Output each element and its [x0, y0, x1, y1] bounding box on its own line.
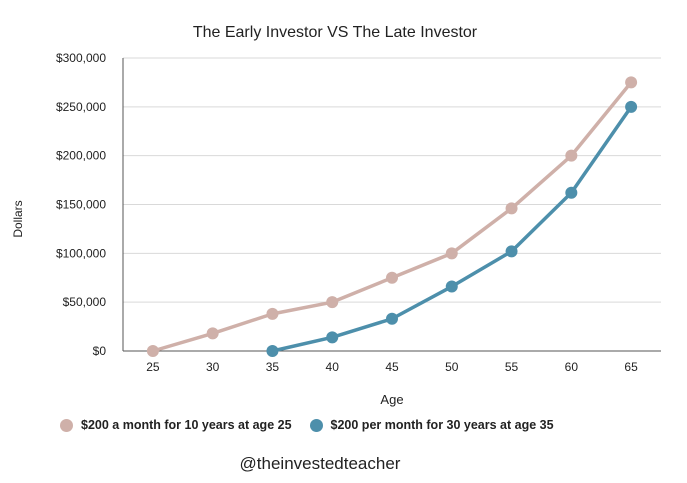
x-tick-label-60: 60: [565, 360, 579, 374]
x-tick-label-35: 35: [266, 360, 280, 374]
y-tick-label-100000: $100,000: [56, 246, 106, 260]
data-point-s1-age-55: [505, 245, 518, 258]
x-tick-label-50: 50: [445, 360, 459, 374]
data-point-s1-age-50: [445, 280, 458, 293]
legend: $200 a month for 10 years at age 25 $200…: [60, 418, 572, 432]
x-tick-label-55: 55: [505, 360, 519, 374]
data-point-s0-age-65: [625, 76, 638, 89]
data-point-s1-age-40: [326, 331, 339, 344]
y-tick-label-250000: $250,000: [56, 100, 106, 114]
y-tick-label-0: $0: [93, 344, 107, 358]
legend-marker-late: [309, 418, 323, 432]
legend-label-early: $200 a month for 10 years at age 25: [81, 418, 292, 432]
data-point-s1-age-45: [386, 312, 398, 325]
y-tick-label-150000: $150,000: [56, 198, 106, 212]
series-line-0: [151, 80, 633, 353]
data-point-s0-age-40: [326, 296, 339, 309]
x-tick-label-25: 25: [146, 360, 160, 374]
y-tick-label-300000: $300,000: [56, 51, 106, 65]
data-point-s1-age-65: [625, 100, 638, 113]
y-tick-label-50000: $50,000: [63, 295, 107, 309]
data-point-s1-age-35: [266, 345, 279, 357]
legend-item-late: $200 per month for 30 years at age 35: [309, 418, 554, 432]
data-point-s0-age-25: [146, 345, 159, 357]
x-tick-label-40: 40: [326, 360, 340, 374]
chart-title: The Early Investor VS The Late Investor: [192, 24, 478, 41]
y-tick-label-200000: $200,000: [56, 149, 106, 163]
watermark-handle: @theinvestedteacher: [239, 454, 401, 473]
x-axis-label: Age: [380, 392, 404, 407]
data-point-s0-age-35: [266, 307, 279, 320]
data-point-s1-age-60: [565, 186, 578, 199]
legend-label-late: $200 per month for 30 years at age 35: [330, 418, 554, 432]
series-line-1: [270, 105, 633, 353]
data-point-s0-age-30: [206, 327, 219, 340]
x-tick-label-65: 65: [624, 360, 638, 374]
data-point-s0-age-50: [445, 247, 458, 260]
data-point-s0-age-45: [386, 271, 398, 284]
legend-marker-early: [60, 418, 73, 432]
legend-item-early: $200 a month for 10 years at age 25: [60, 418, 292, 432]
data-point-s0-age-55: [505, 202, 518, 215]
x-tick-label-45: 45: [385, 360, 399, 374]
data-point-s0-age-60: [565, 149, 578, 162]
x-tick-label-30: 30: [206, 360, 220, 374]
